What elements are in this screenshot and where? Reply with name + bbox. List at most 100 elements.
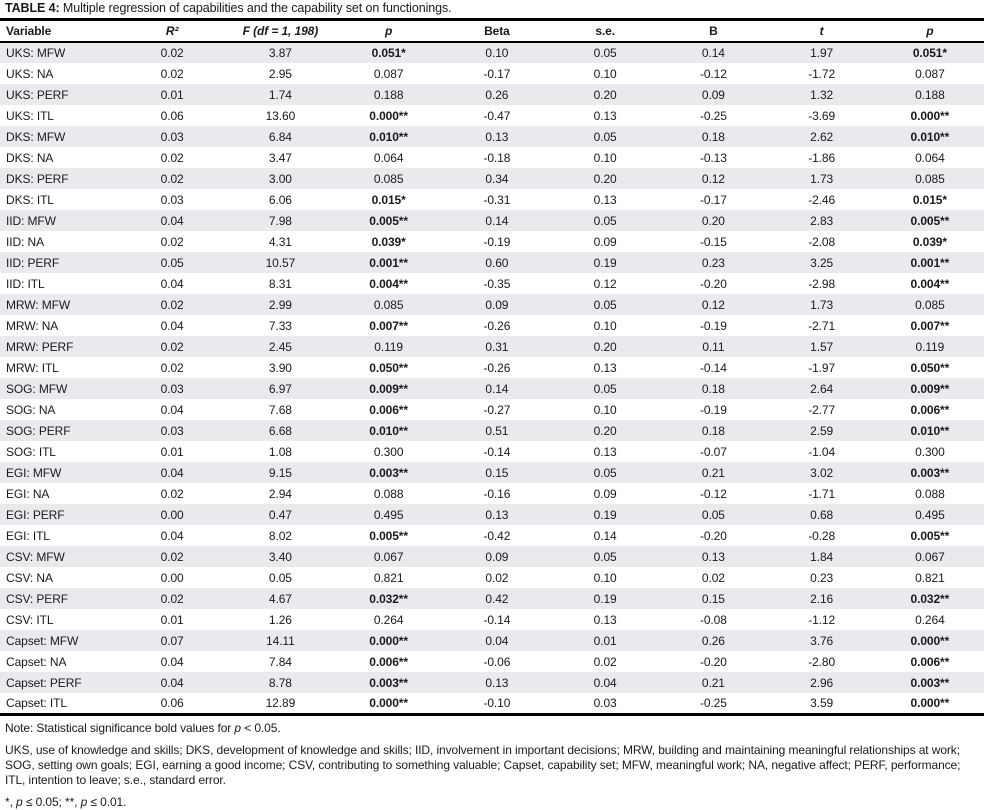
cell-se: 0.10: [593, 66, 617, 81]
cell-p2: 0.821: [915, 570, 945, 585]
note-line-0: Note: Statistical significance bold valu…: [5, 721, 979, 736]
cell-se: 0.20: [593, 87, 617, 102]
cell-p1: 0.001**: [369, 255, 408, 270]
table-row: CSV: ITL 0.01 1.26 0.264 -0.14 0.13 -0.08 -1.12…: [0, 609, 984, 630]
cell-p1: 0.495: [373, 507, 404, 522]
cell-r2: 0.06: [160, 108, 184, 123]
cell-t: 1.73: [810, 171, 834, 186]
cell-variable: Capset: PERF: [6, 675, 82, 690]
cell-beta: 0.09: [485, 297, 509, 312]
cell-variable: UKS: NA: [6, 66, 54, 81]
table-row: UKS: ITL 0.06 13.60 0.000** -0.47 0.13 -0.25 -3…: [0, 105, 984, 126]
table-row: SOG: PERF 0.03 6.68 0.010** 0.51 0.20 0.18 2.59…: [0, 420, 984, 441]
cell-p2: 0.088: [915, 486, 945, 501]
cell-p2: 0.039*: [912, 234, 947, 249]
cell-variable: EGI: NA: [6, 486, 50, 501]
cell-se: 0.03: [593, 695, 617, 710]
cell-t: 3.76: [810, 633, 834, 648]
table-row: UKS: PERF 0.01 1.74 0.188 0.26 0.20 0.09 1.32 0.…: [0, 84, 984, 105]
cell-t: -1.72: [808, 66, 836, 81]
cell-f: 0.05: [268, 570, 292, 585]
cell-b: 0.18: [701, 423, 725, 438]
table-row: DKS: MFW 0.03 6.84 0.010** 0.13 0.05 0.18 2.62 0…: [0, 126, 984, 147]
cell-t: -2.80: [808, 654, 836, 669]
table-title: TABLE 4: Multiple regression of capabili…: [0, 0, 984, 21]
cell-variable: DKS: MFW: [6, 129, 66, 144]
cell-t: 2.16: [810, 591, 834, 606]
cell-se: 0.20: [593, 171, 617, 186]
cell-t: 0.23: [810, 570, 834, 585]
cell-beta: -0.47: [483, 108, 511, 123]
table-row: EGI: NA 0.02 2.94 0.088 -0.16 0.09 -0.12 -1.71 0…: [0, 483, 984, 504]
cell-p2: 0.015*: [912, 192, 947, 207]
cell-r2: 0.02: [160, 297, 184, 312]
column-header-5: s.e.: [551, 21, 660, 43]
cell-beta: 0.13: [485, 675, 509, 690]
cell-variable: Capset: ITL: [6, 695, 67, 710]
cell-p2: 0.051*: [912, 46, 947, 60]
cell-p1: 0.010**: [369, 129, 408, 144]
cell-se: 0.19: [593, 255, 617, 270]
cell-b: 0.02: [701, 570, 725, 585]
cell-f: 8.02: [268, 528, 292, 543]
cell-p1: 0.088: [373, 486, 404, 501]
column-header-3: p: [334, 21, 443, 43]
cell-variable: UKS: MFW: [6, 46, 66, 60]
note-segment: < 0.05.: [241, 720, 281, 735]
cell-beta: 0.42: [485, 591, 509, 606]
cell-p1: 0.064: [373, 150, 404, 165]
cell-p2: 0.264: [915, 612, 945, 627]
cell-r2: 0.04: [160, 318, 184, 333]
table-row: UKS: MFW 0.02 3.87 0.051* 0.10 0.05 0.14 1.97 0.…: [0, 42, 984, 63]
cell-b: -0.20: [699, 276, 727, 291]
cell-b: 0.21: [701, 675, 725, 690]
cell-se: 0.04: [593, 675, 617, 690]
table-title-text: Multiple regression of capabilities and …: [59, 1, 452, 15]
cell-beta: -0.17: [483, 66, 511, 81]
note-segment: p: [234, 720, 241, 735]
cell-r2: 0.02: [160, 234, 184, 249]
cell-variable: CSV: NA: [6, 570, 53, 585]
cell-f: 7.33: [268, 318, 292, 333]
cell-beta: -0.14: [483, 612, 511, 627]
cell-r2: 0.06: [160, 695, 184, 710]
cell-p2: 0.006**: [910, 402, 950, 417]
cell-p2: 0.000**: [910, 108, 950, 123]
cell-p1: 0.039*: [371, 234, 406, 249]
cell-f: 3.40: [268, 549, 292, 564]
cell-f: 1.08: [268, 444, 292, 459]
cell-p1: 0.006**: [369, 402, 408, 417]
cell-r2: 0.04: [160, 402, 184, 417]
cell-p1: 0.085: [373, 297, 404, 312]
cell-t: -2.46: [808, 192, 836, 207]
cell-f: 1.74: [268, 87, 292, 102]
cell-t: -2.71: [808, 318, 836, 333]
cell-f: 3.90: [268, 360, 292, 375]
cell-beta: -0.26: [483, 360, 511, 375]
cell-t: 0.68: [810, 507, 834, 522]
cell-f: 12.89: [265, 695, 296, 710]
cell-se: 0.05: [593, 549, 617, 564]
cell-t: -2.08: [808, 234, 836, 249]
cell-p1: 0.300: [373, 444, 404, 459]
cell-t: 1.32: [810, 87, 834, 102]
cell-p1: 0.009**: [369, 381, 408, 396]
cell-p2: 0.087: [915, 66, 945, 81]
cell-b: -0.19: [699, 402, 727, 417]
cell-b: -0.12: [699, 486, 727, 501]
cell-p2: 0.009**: [910, 381, 950, 396]
cell-p2: 0.000**: [910, 695, 950, 710]
cell-r2: 0.04: [160, 675, 184, 690]
cell-variable: SOG: MFW: [6, 381, 68, 396]
cell-r2: 0.02: [160, 591, 184, 606]
cell-b: -0.15: [699, 234, 727, 249]
cell-p2: 0.188: [915, 87, 945, 102]
cell-p1: 0.003**: [369, 675, 408, 690]
cell-r2: 0.04: [160, 654, 184, 669]
column-header-2: F (df = 1, 198): [226, 21, 335, 43]
cell-p2: 0.003**: [910, 465, 950, 480]
cell-r2: 0.01: [160, 444, 184, 459]
cell-f: 14.11: [266, 633, 295, 648]
cell-beta: -0.14: [483, 444, 511, 459]
cell-p1: 0.006**: [369, 654, 408, 669]
